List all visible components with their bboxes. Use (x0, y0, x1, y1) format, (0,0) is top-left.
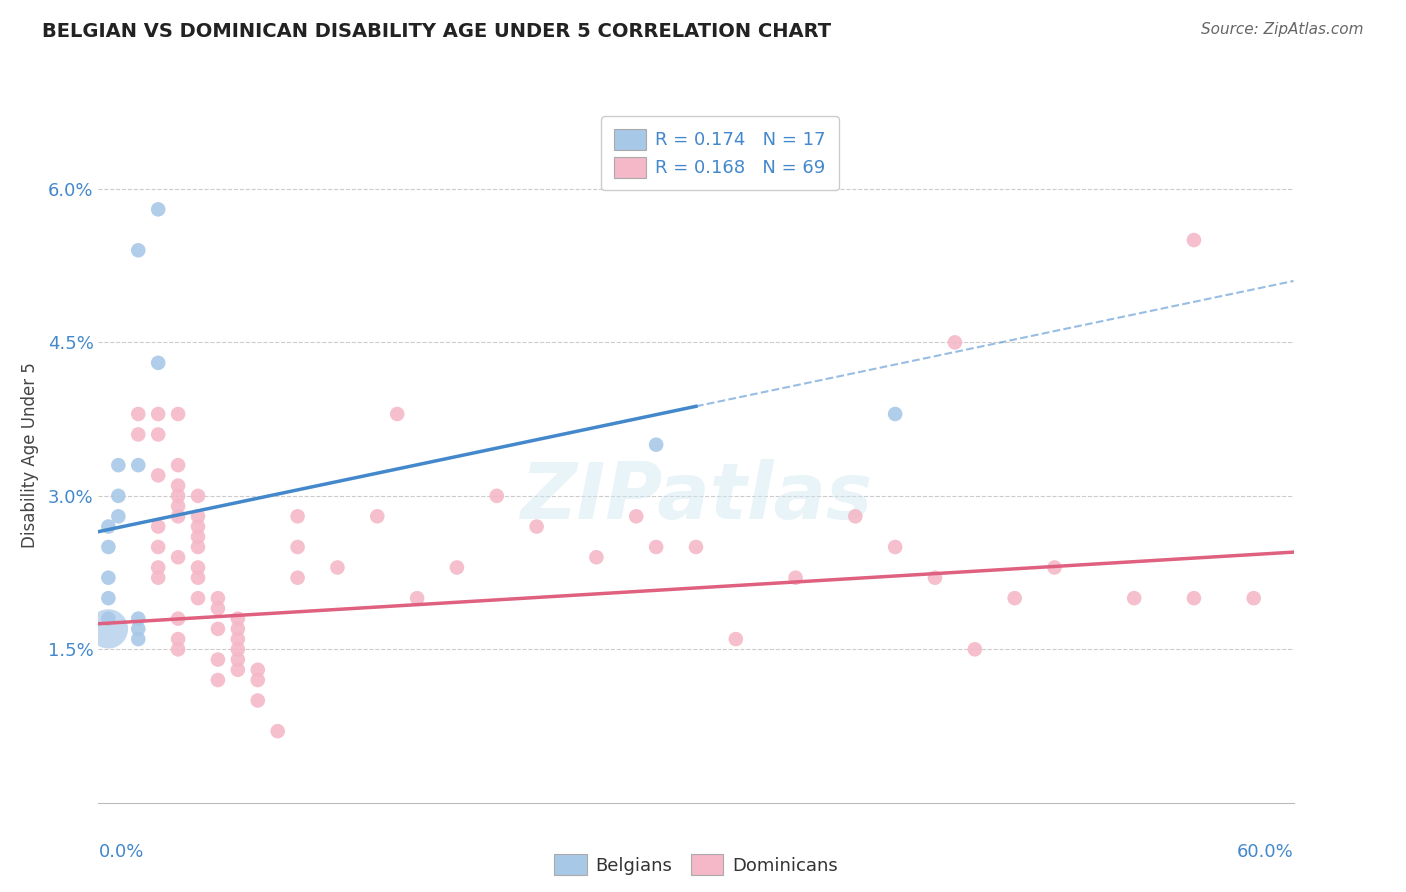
Point (167, 642, 190, 657)
Point (127, 622, 149, 636)
Point (963, 642, 986, 657)
Point (167, 632, 190, 646)
Point (148, 519, 170, 533)
Point (97, 571, 120, 585)
Point (287, 571, 309, 585)
Point (187, 489, 209, 503)
Point (685, 540, 707, 554)
Point (924, 571, 946, 585)
Point (167, 489, 190, 503)
Point (785, 571, 807, 585)
Point (267, 724, 290, 739)
Point (287, 509, 309, 524)
Point (246, 673, 269, 687)
Point (226, 612, 249, 626)
Point (97, 519, 120, 533)
Point (1123, 591, 1146, 606)
Point (127, 427, 149, 442)
Point (187, 560, 209, 574)
Point (724, 632, 747, 646)
Point (167, 612, 190, 626)
Point (167, 478, 190, 492)
Point (1182, 233, 1205, 247)
Y-axis label: Disability Age Under 5: Disability Age Under 5 (21, 362, 39, 548)
Point (1043, 560, 1066, 574)
Point (127, 244, 149, 258)
Point (1182, 591, 1205, 606)
Point (226, 632, 249, 646)
Point (167, 458, 190, 472)
Point (167, 407, 190, 421)
Point (187, 519, 209, 533)
Point (385, 407, 409, 421)
Legend: R = 0.174   N = 17, R = 0.168   N = 69: R = 0.174 N = 17, R = 0.168 N = 69 (602, 116, 838, 190)
Point (127, 612, 149, 626)
Point (207, 622, 229, 636)
Point (645, 540, 668, 554)
Point (187, 530, 209, 544)
Point (97, 540, 120, 554)
Point (167, 509, 190, 524)
Point (107, 458, 129, 472)
Point (1243, 591, 1265, 606)
Point (226, 622, 249, 636)
Text: BELGIAN VS DOMINICAN DISABILITY AGE UNDER 5 CORRELATION CHART: BELGIAN VS DOMINICAN DISABILITY AGE UNDE… (42, 22, 831, 41)
Point (207, 652, 229, 666)
Point (148, 571, 170, 585)
Point (148, 202, 170, 217)
Point (167, 499, 190, 513)
Text: ZIPatlas: ZIPatlas (520, 458, 872, 534)
Point (97, 591, 120, 606)
Point (326, 560, 349, 574)
Point (127, 407, 149, 421)
Point (148, 427, 170, 442)
Text: 60.0%: 60.0% (1237, 843, 1294, 861)
Point (884, 540, 907, 554)
Point (97, 612, 120, 626)
Point (844, 509, 866, 524)
Point (127, 632, 149, 646)
Point (226, 652, 249, 666)
Point (226, 663, 249, 677)
Point (406, 591, 429, 606)
Point (624, 509, 647, 524)
Text: 0.0%: 0.0% (98, 843, 143, 861)
Point (1004, 591, 1026, 606)
Point (167, 550, 190, 565)
Point (287, 540, 309, 554)
Point (246, 693, 269, 707)
Point (107, 509, 129, 524)
Point (207, 673, 229, 687)
Point (187, 591, 209, 606)
Point (943, 335, 966, 350)
Point (226, 642, 249, 657)
Point (187, 509, 209, 524)
Point (246, 663, 269, 677)
Point (97, 622, 120, 636)
Point (187, 571, 209, 585)
Point (366, 509, 388, 524)
Point (207, 591, 229, 606)
Point (187, 540, 209, 554)
Point (207, 601, 229, 615)
Point (148, 468, 170, 483)
Point (526, 519, 548, 533)
Point (148, 560, 170, 574)
Point (485, 489, 508, 503)
Point (585, 550, 607, 565)
Point (884, 407, 907, 421)
Point (148, 356, 170, 370)
Point (645, 438, 668, 452)
Point (127, 458, 149, 472)
Point (148, 407, 170, 421)
Point (107, 489, 129, 503)
Point (148, 540, 170, 554)
Text: Source: ZipAtlas.com: Source: ZipAtlas.com (1201, 22, 1364, 37)
Point (446, 560, 468, 574)
